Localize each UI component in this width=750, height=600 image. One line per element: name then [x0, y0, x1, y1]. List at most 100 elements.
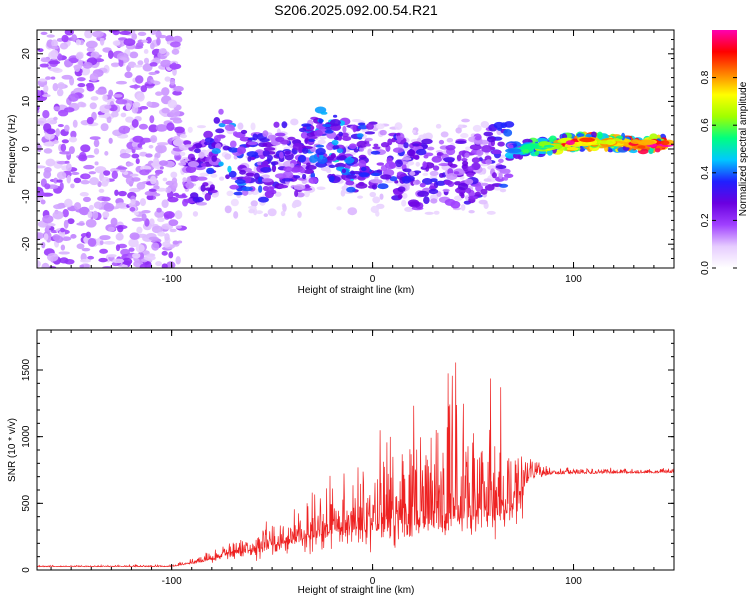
- spectrogram-blob: [412, 154, 420, 160]
- spectrogram-blob: [77, 101, 86, 108]
- spectrogram-blob: [42, 94, 51, 98]
- spectrogram-blob: [86, 116, 94, 125]
- spectrogram-blob: [637, 139, 655, 146]
- spectrogram-blob: [41, 262, 50, 268]
- spectrogram-blob: [60, 227, 65, 233]
- spectrogram-blob: [258, 164, 271, 168]
- spectrogram-blob: [40, 199, 46, 205]
- spectrogram-blob: [318, 118, 324, 124]
- spectrogram-blob: [415, 161, 421, 167]
- spectrogram-blob: [351, 118, 362, 123]
- spectrogram-blob: [424, 132, 433, 141]
- spectrogram-blob: [326, 143, 335, 151]
- spectrogram-blob: [553, 144, 563, 149]
- spectrogram-blob: [72, 119, 78, 128]
- spectrogram-blob: [174, 210, 183, 220]
- spectrogram-blob: [259, 138, 270, 143]
- spectrogram-blob: [155, 144, 167, 154]
- spectrogram-blob: [161, 250, 168, 256]
- spectrogram-blob: [367, 148, 372, 156]
- spectrogram-blob: [136, 226, 143, 234]
- spectrogram-blob: [233, 191, 244, 196]
- spectrogram-blob: [150, 175, 157, 185]
- spectrogram-blob: [597, 140, 613, 145]
- spectrogram-blob: [204, 187, 214, 192]
- spectrogram-blob: [579, 137, 596, 143]
- spectrogram-blob: [135, 243, 145, 253]
- spectrogram-blob: [250, 200, 258, 207]
- spectrogram-blob: [83, 164, 95, 170]
- snr-x-tick-label: 0: [370, 576, 376, 587]
- spectrogram-blob: [139, 263, 147, 268]
- spectrogram-blob: [267, 208, 277, 217]
- spectrogram-blob: [261, 178, 273, 183]
- spectrogram-blob: [57, 53, 63, 61]
- spectrogram-blob: [73, 87, 85, 94]
- spectrogram-blob: [166, 122, 175, 132]
- spectrogram-blob: [150, 135, 158, 143]
- spectrogram-blob: [139, 169, 150, 176]
- spectrogram-blob: [433, 210, 440, 215]
- spectrogram-blob: [301, 123, 312, 127]
- spectrogram-blob: [345, 174, 357, 179]
- spectrogram-blob: [358, 172, 370, 178]
- snr-y-tick-label: 1500: [21, 358, 32, 381]
- spectrogram-blob: [170, 109, 181, 118]
- spectrogram-blob: [175, 256, 181, 265]
- spectrogram-blob: [156, 187, 167, 192]
- spectrogram-blob: [115, 99, 128, 105]
- spectrogram-blob: [332, 114, 338, 118]
- spectrogram-blob: [499, 188, 507, 193]
- spectrogram-blob: [61, 34, 69, 43]
- spectrogram-blob: [483, 178, 492, 182]
- spectrogram-blob: [84, 30, 93, 39]
- spectrogram-blob: [380, 142, 390, 148]
- spectrogram-blob: [188, 146, 195, 152]
- snr-x-label: Height of straight line (km): [298, 585, 415, 596]
- spectrogram-blob: [218, 122, 226, 128]
- spectrogram-blob: [192, 211, 199, 217]
- spectrogram-blob: [50, 45, 59, 50]
- spectrogram-blob: [112, 258, 125, 264]
- spectrogram-blob: [65, 163, 72, 172]
- snr-series-line: [36, 362, 675, 568]
- spectrogram-blob: [48, 60, 61, 65]
- spectrogram-blob: [118, 125, 130, 134]
- spectrogram-blob: [52, 82, 59, 92]
- spectrogram-blob: [40, 31, 48, 36]
- spectrogram-blob: [158, 34, 167, 39]
- spectrogram-blob: [431, 156, 442, 163]
- spectrogram-blob: [294, 189, 299, 198]
- spectrogram-blob: [329, 118, 341, 127]
- spectrogram-blob: [394, 122, 403, 130]
- spectrogram-blob: [297, 211, 302, 219]
- spectrogram-blob: [131, 177, 141, 182]
- spectrogram-blob: [379, 193, 384, 200]
- spectrogram-blob: [407, 199, 420, 207]
- spectrogram-blob: [155, 91, 163, 96]
- spectrogram-blob: [103, 240, 116, 245]
- spectrogram-blob: [277, 184, 289, 189]
- spectrogram-blob: [480, 120, 490, 128]
- spectrogram-blob: [274, 191, 282, 197]
- spectrogram-blob: [491, 149, 502, 155]
- spectrogram-blob: [522, 149, 530, 154]
- spectrogram-blob: [107, 254, 117, 258]
- spectrogram-blob: [87, 255, 95, 260]
- spectrogram-blob: [56, 179, 63, 183]
- spectrogram-blob: [297, 155, 307, 163]
- spectrogram-blob: [196, 201, 208, 206]
- spectrogram-x-tick-label: -100: [162, 274, 182, 285]
- spectrogram-blob: [314, 129, 323, 137]
- spectrogram-blob: [142, 63, 153, 72]
- spectrogram-blob: [498, 172, 503, 179]
- spectrogram-blob: [68, 146, 75, 155]
- spectrogram-blob: [273, 121, 280, 128]
- spectrogram-blob: [255, 210, 263, 215]
- spectrogram-blob: [303, 190, 310, 198]
- spectrogram-blob: [172, 90, 182, 96]
- spectrogram-blob: [111, 62, 120, 68]
- spectrogram-blob: [379, 129, 387, 136]
- spectrogram-blob: [461, 118, 470, 123]
- spectrogram-blob: [460, 133, 469, 139]
